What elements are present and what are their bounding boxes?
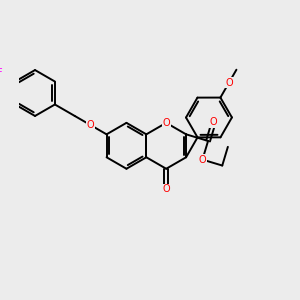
Text: O: O — [210, 117, 218, 127]
Text: F: F — [0, 68, 3, 78]
Text: O: O — [199, 154, 206, 165]
Text: O: O — [87, 120, 94, 130]
Text: O: O — [162, 184, 170, 194]
Text: O: O — [225, 78, 233, 88]
Text: O: O — [162, 118, 170, 128]
